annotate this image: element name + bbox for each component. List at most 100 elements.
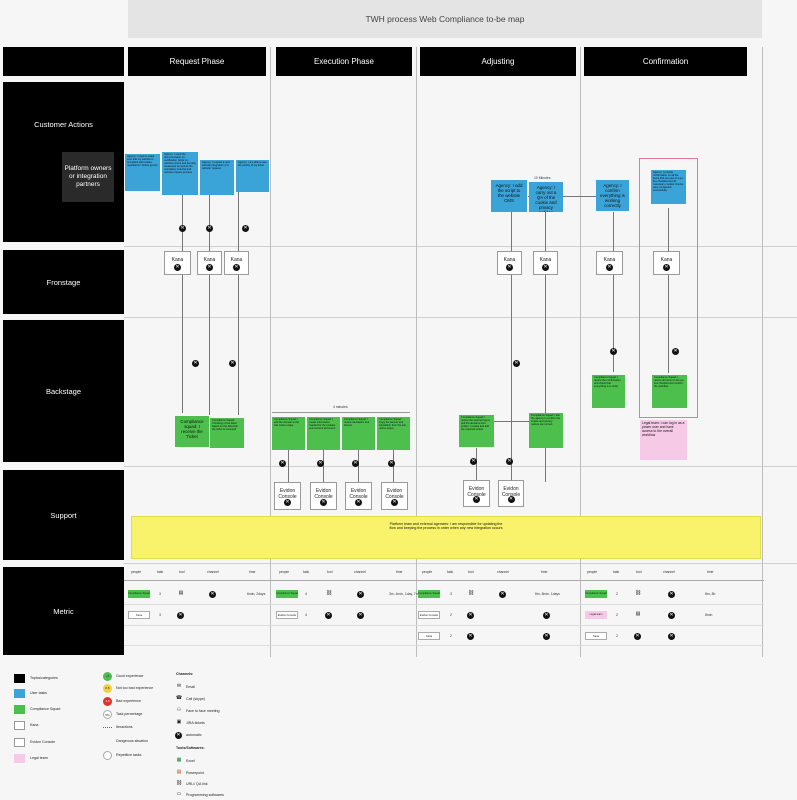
close-icon: ✕	[543, 612, 550, 619]
close-icon: ✕	[513, 360, 520, 367]
metric-people-chip: Kana	[128, 611, 150, 619]
close-icon: ✕	[543, 633, 550, 640]
legend-label: Not too bad experience	[116, 686, 154, 690]
metric-header: tool	[179, 570, 185, 574]
metric-header: channel	[663, 570, 675, 574]
metric-task-count: 4	[305, 592, 307, 596]
kana-label: Kana	[171, 257, 184, 263]
close-icon: ✕	[206, 264, 213, 271]
close-icon: ✕	[352, 460, 359, 467]
phase-execution: Execution Phase	[276, 47, 412, 76]
kana-card: Kana ✕	[164, 251, 191, 275]
iteraction-icon	[103, 727, 112, 728]
legend-label: Email	[186, 685, 195, 689]
metric-header: people	[587, 570, 598, 574]
close-icon: ✕	[357, 591, 364, 598]
row-support: Support	[3, 470, 124, 560]
lane-divider	[124, 317, 797, 318]
close-icon: ✕	[668, 591, 675, 598]
compliance-note: Compliance Squad: Copy the banner and tr…	[377, 417, 410, 450]
time-bracket	[272, 412, 410, 413]
compliance-note: Compliance Squad: I review all items on …	[652, 375, 687, 408]
close-icon: ✕	[610, 348, 617, 355]
metric-time: 6min, 2days	[247, 592, 266, 596]
close-icon: ✕	[663, 264, 670, 271]
legend-label: Kana	[30, 723, 39, 727]
kana-card: Kana ✕	[596, 251, 623, 275]
legend-label: Compliance Squad	[30, 707, 61, 711]
metric-task-count: 2	[616, 634, 618, 638]
kana-card: Kana ✕	[653, 251, 680, 275]
percentage-icon: 5%	[103, 710, 112, 719]
metric-header: channel	[497, 570, 509, 574]
close-icon: ✕	[233, 264, 240, 271]
metric-people-chip: Compliance Squad	[418, 590, 440, 598]
metric-header: people	[422, 570, 433, 574]
lane-divider	[124, 466, 797, 467]
close-icon: ✕	[284, 499, 291, 506]
legal-note: Legal team: I can log in as a power user…	[640, 420, 687, 460]
legend-swatch-legal	[14, 754, 25, 763]
legend-label: Topics/categories	[30, 676, 58, 680]
connector	[511, 212, 512, 482]
phone-icon: ☎	[175, 695, 183, 701]
metric-time: 8min	[705, 613, 713, 617]
compliance-note: Compliance Squad: I create information n…	[307, 417, 340, 450]
user-task-note: Agency: I provide confirmation on all th…	[651, 170, 686, 204]
user-task-note: Agency: I need to make sure that my webs…	[125, 154, 160, 191]
metric-people-chip: Kana	[585, 632, 607, 640]
good-experience-icon: +5	[103, 672, 112, 681]
legend-label: Repetitive tasks	[116, 753, 142, 757]
legend-swatch-evidon	[14, 738, 25, 747]
legend-label: JIRA tickets	[186, 721, 205, 725]
legend-swatch-kana	[14, 721, 25, 730]
metric-header: people	[279, 570, 290, 574]
evidon-label: Evidon Console	[501, 486, 521, 498]
ticket-icon: ▣	[176, 719, 182, 725]
link-icon: ⛓	[634, 590, 642, 596]
legend-heading: Channels:	[176, 672, 194, 676]
metric-task-count: 2	[450, 634, 452, 638]
connector	[358, 450, 359, 482]
kana-label: Kana	[503, 257, 516, 263]
close-icon: ✕	[470, 458, 477, 465]
close-icon: ✕	[467, 612, 474, 619]
highlight-frame	[639, 158, 698, 418]
metric-people-chip: Compliance Squad	[585, 590, 607, 598]
close-icon: ✕	[317, 460, 324, 467]
evidon-label: Evidon Console	[385, 488, 404, 500]
close-icon: ✕	[388, 460, 395, 467]
metric-people-chip: Evidon Console	[276, 611, 298, 619]
user-task-note: Agency: I carry out a QA of the cookie a…	[529, 182, 563, 212]
close-icon: ✕	[206, 225, 213, 232]
metric-header: time	[396, 570, 403, 574]
user-task-note: Agency: I am able to see the priority of…	[236, 160, 269, 192]
kana-card: Kana ✕	[224, 251, 249, 275]
legend-label: Excel	[186, 759, 195, 763]
legend-label: User tasks	[30, 691, 47, 695]
metric-header: time	[541, 570, 548, 574]
metric-header: channel	[207, 570, 219, 574]
close-icon: ✕	[320, 499, 327, 506]
metric-task-count: 4	[305, 613, 307, 617]
metric-people-chip: Compliance Squad	[128, 590, 150, 598]
evidon-card: Evidon Console ✕	[463, 480, 490, 507]
metric-header: time	[249, 570, 256, 574]
phase-confirmation: Confirmation	[584, 47, 747, 76]
close-icon: ✕	[209, 591, 216, 598]
legend-label: Dangerous situation	[116, 739, 148, 743]
metric-header: people	[131, 570, 142, 574]
support-note: Platform team and external agencies: I a…	[131, 516, 761, 559]
phase-request: Request Phase	[128, 47, 266, 76]
metric-divider	[124, 604, 764, 605]
close-icon: ✕	[355, 499, 362, 506]
metric-time: 3m, 4min, 1day, 7min	[389, 592, 422, 596]
metric-time: 8m, 8min, 1days	[535, 592, 560, 596]
link-icon: ⛓	[325, 590, 333, 596]
compliance-note: Compliance Squad: I ask the agency to co…	[529, 413, 563, 448]
close-icon: ✕	[668, 612, 675, 619]
metric-time: 8m, 8h	[705, 592, 716, 596]
close-icon: ✕	[499, 591, 506, 598]
lane-divider	[124, 246, 797, 247]
connector	[288, 450, 289, 482]
